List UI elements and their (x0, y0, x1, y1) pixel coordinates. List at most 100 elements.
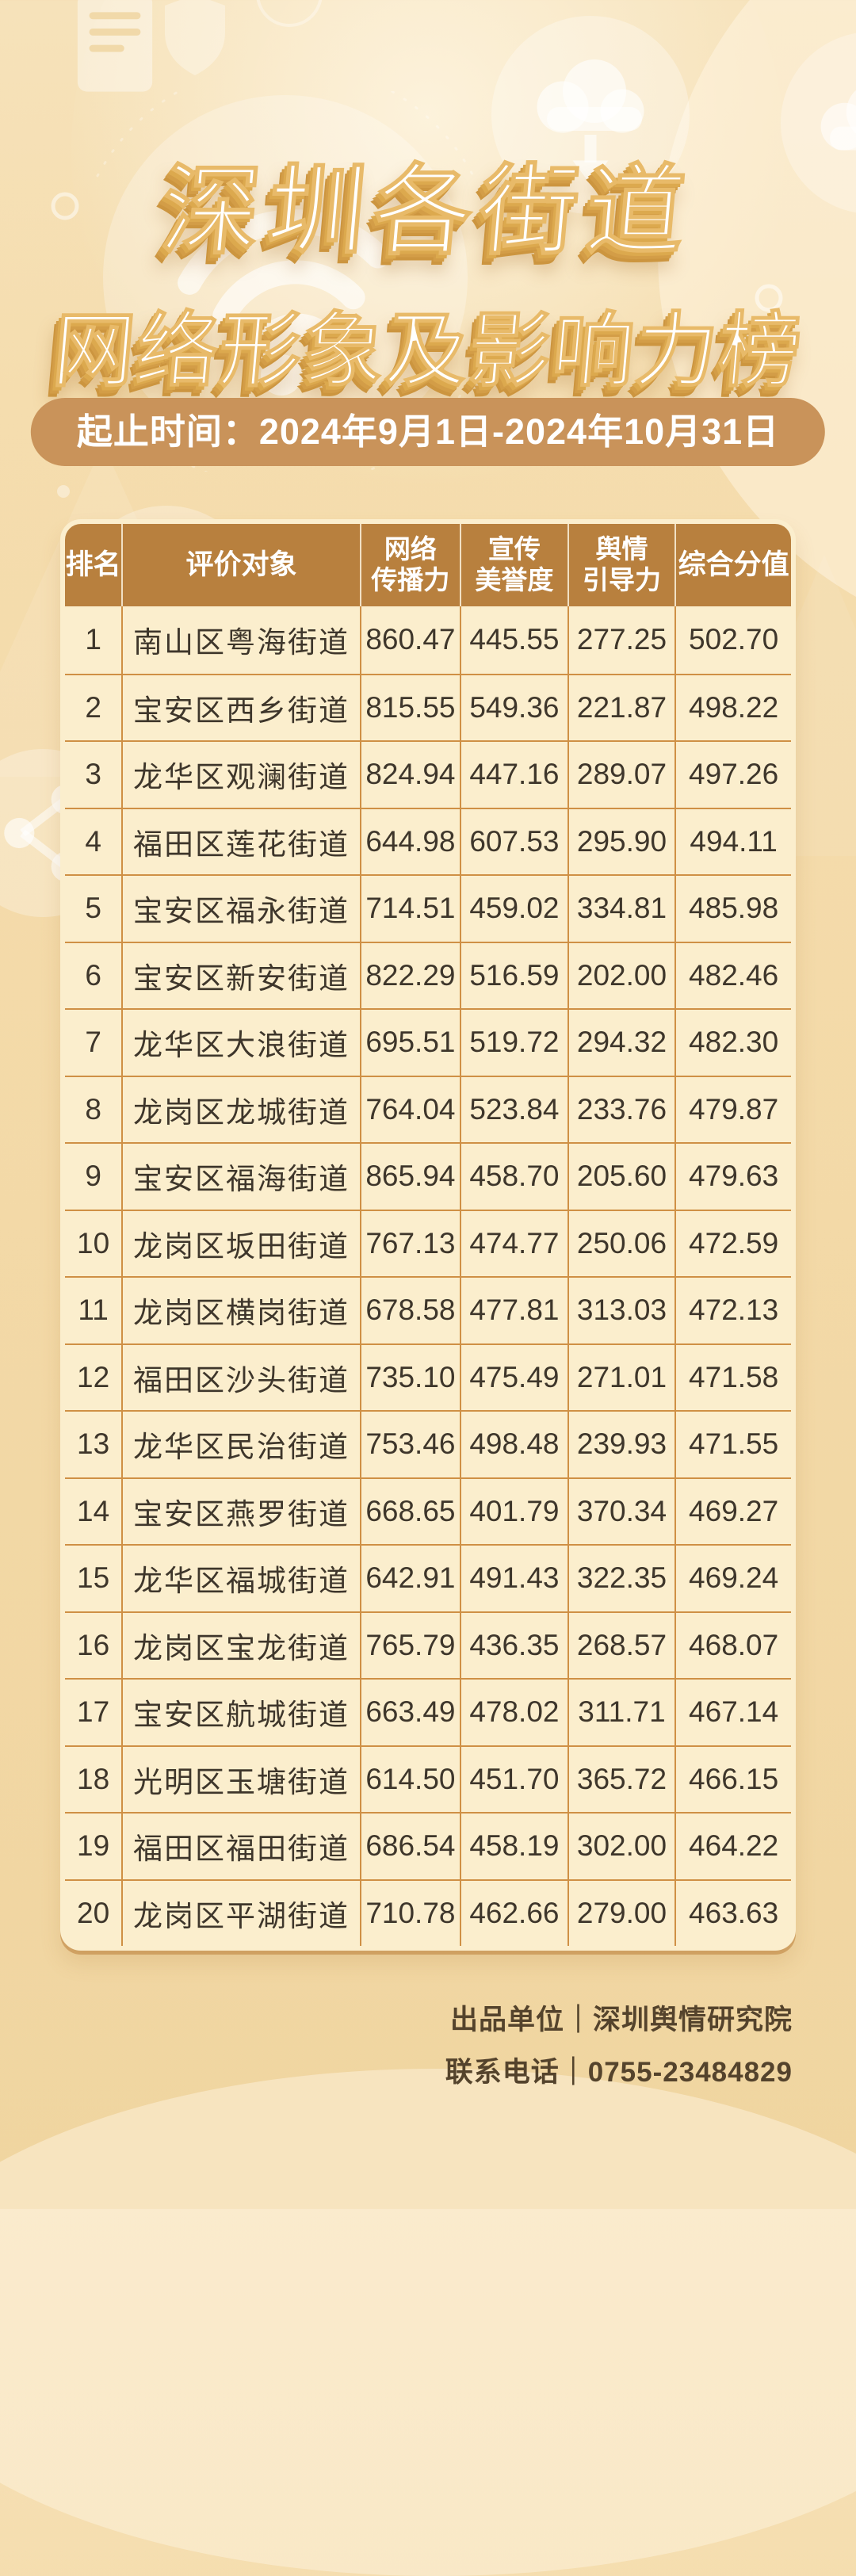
value-cell: 519.72 (461, 1010, 569, 1076)
rank-cell: 10 (65, 1210, 124, 1276)
value-cell: 271.01 (569, 1344, 677, 1410)
value-cell: 607.53 (461, 808, 569, 874)
rank-cell: 9 (65, 1144, 124, 1210)
value-cell: 289.07 (569, 742, 677, 808)
value-cell: 279.00 (569, 1880, 677, 1946)
value-cell: 451.70 (461, 1746, 569, 1812)
value-cell: 475.49 (461, 1344, 569, 1410)
value-cell: 502.70 (689, 623, 779, 656)
street-name-cell: 光明区玉塘街道 (123, 1746, 361, 1812)
value-cell: 642.91 (361, 1546, 462, 1611)
value-cell: 370.34 (569, 1478, 677, 1544)
street-name-cell: 宝安区西乡街道 (123, 675, 361, 740)
value-cell: 464.22 (689, 1829, 779, 1863)
title-line-2: 网络形象及影响力榜 (48, 304, 807, 397)
value-cell: 865.94 (361, 1144, 462, 1210)
rank-cell: 15 (65, 1546, 124, 1611)
street-name-cell: 龙岗区宝龙街道 (123, 1612, 361, 1678)
value-cell: 523.84 (461, 1076, 569, 1142)
value-cell: 302.00 (569, 1814, 677, 1879)
table-row: 13 龙华区民治街道 753.46 498.48 239.93 471.55 (65, 1410, 791, 1477)
rank-cell: 8 (65, 1076, 124, 1142)
value-cell: 498.22 (689, 690, 779, 724)
value-cell: 322.35 (569, 1546, 677, 1611)
value-cell: 714.51 (361, 876, 462, 942)
street-name-cell: 福田区沙头街道 (123, 1344, 361, 1410)
light-blob (0, 2069, 856, 2576)
value-cell: 468.07 (689, 1628, 779, 1661)
value-cell: 462.66 (461, 1880, 569, 1946)
value-cell: 294.32 (569, 1010, 677, 1076)
table-row: 1 南山区粤海街道 860.47 445.55 277.25 502.70 (65, 606, 791, 674)
table-row: 15 龙华区福城街道 642.91 491.43 322.35 469.24 (65, 1544, 791, 1611)
value-cell: 663.49 (361, 1680, 462, 1745)
rank-cell: 14 (65, 1478, 124, 1544)
value-cell: 447.16 (461, 742, 569, 808)
rank-cell: 20 (65, 1880, 124, 1946)
ranking-table-grid: 排名 评价对象 网络 传播力 宣传 美誉度 舆情 引导力 综合分值 1 南山区粤海街道 860.47… (65, 524, 791, 1946)
street-name-cell: 龙岗区坂田街道 (123, 1210, 361, 1276)
value-cell: 233.76 (569, 1076, 677, 1142)
value-cell: 458.19 (461, 1814, 569, 1879)
value-cell: 445.55 (461, 606, 569, 674)
street-name-cell: 龙华区民治街道 (123, 1412, 361, 1477)
rank-cell: 18 (65, 1746, 124, 1812)
table-row: 10 龙岗区坂田街道 767.13 474.77 250.06 472.59 (65, 1209, 791, 1276)
value-cell: 482.46 (689, 958, 779, 992)
value-cell: 549.36 (461, 675, 569, 740)
value-cell: 686.54 (361, 1814, 462, 1879)
value-cell: 469.24 (689, 1561, 779, 1595)
value-cell: 469.27 (689, 1494, 779, 1527)
value-cell: 295.90 (569, 808, 677, 874)
value-cell: 202.00 (569, 942, 677, 1008)
column-header-score: 综合分值 (678, 549, 789, 581)
value-cell: 458.70 (461, 1144, 569, 1210)
street-name-cell: 龙华区观澜街道 (123, 742, 361, 808)
value-cell: 463.63 (689, 1896, 779, 1929)
table-row: 17 宝安区航城街道 663.49 478.02 311.71 467.14 (65, 1678, 791, 1745)
clipboard-icon (55, 0, 174, 95)
value-cell: 668.65 (361, 1478, 462, 1544)
value-cell: 478.02 (461, 1680, 569, 1745)
footer: 出品单位｜深圳舆情研究院 联系电话｜0755-23484829 (445, 1994, 793, 2099)
street-name-cell: 南山区粤海街道 (123, 606, 361, 674)
value-cell: 764.04 (361, 1076, 462, 1142)
rank-cell: 4 (65, 808, 124, 874)
value-cell: 710.78 (361, 1880, 462, 1946)
value-cell: 815.55 (361, 675, 462, 740)
value-cell: 644.98 (361, 808, 462, 874)
column-header-rank: 排名 (65, 524, 124, 606)
column-header-spread: 网络 传播力 (361, 524, 462, 606)
value-cell: 479.63 (689, 1160, 779, 1193)
value-cell: 860.47 (361, 606, 462, 674)
value-cell: 459.02 (461, 876, 569, 942)
table-row: 5 宝安区福永街道 714.51 459.02 334.81 485.98 (65, 874, 791, 942)
table-row: 12 福田区沙头街道 735.10 475.49 271.01 471.58 (65, 1343, 791, 1410)
page-title: 深圳各街道 网络形象及影响力榜 (0, 131, 856, 403)
value-cell: 401.79 (461, 1478, 569, 1544)
value-cell: 735.10 (361, 1344, 462, 1410)
value-cell: 205.60 (569, 1144, 677, 1210)
rank-cell: 5 (65, 876, 124, 942)
rank-cell: 16 (65, 1612, 124, 1678)
rank-cell: 19 (65, 1814, 124, 1879)
value-cell: 239.93 (569, 1412, 677, 1477)
shield-icon (155, 0, 235, 83)
street-name-cell: 龙岗区平湖街道 (123, 1880, 361, 1946)
value-cell: 471.58 (689, 1360, 779, 1393)
title-line-1: 深圳各街道 (156, 156, 698, 267)
street-name-cell: 宝安区燕罗街道 (123, 1478, 361, 1544)
table-header-row: 排名 评价对象 网络 传播力 宣传 美誉度 舆情 引导力 综合分值 (65, 524, 791, 606)
table-row: 11 龙岗区横岗街道 678.58 477.81 313.03 472.13 (65, 1276, 791, 1343)
street-name-cell: 龙华区福城街道 (123, 1546, 361, 1611)
street-name-cell: 龙华区大浪街道 (123, 1010, 361, 1076)
value-cell: 678.58 (361, 1278, 462, 1343)
table-row: 7 龙华区大浪街道 695.51 519.72 294.32 482.30 (65, 1008, 791, 1076)
value-cell: 467.14 (689, 1695, 779, 1729)
value-cell: 767.13 (361, 1210, 462, 1276)
street-name-cell: 宝安区福海街道 (123, 1144, 361, 1210)
table-row: 14 宝安区燕罗街道 668.65 401.79 370.34 469.27 (65, 1477, 791, 1544)
value-cell: 494.11 (690, 824, 778, 858)
date-range-badge: 起止时间：2024年9月1日-2024年10月31日 (30, 398, 826, 466)
